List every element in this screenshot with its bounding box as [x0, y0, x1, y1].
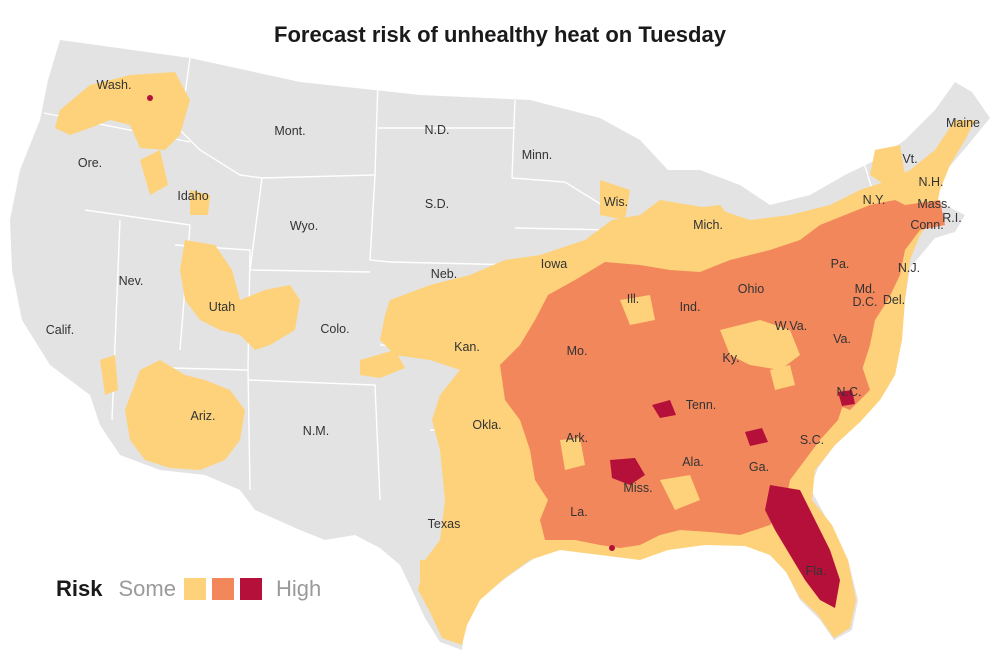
state-labels: Wash. Ore. Idaho Mont. N.D. Minn. S.D. W…: [46, 78, 980, 578]
legend-title: Risk: [56, 576, 103, 601]
label-la: La.: [570, 505, 587, 519]
label-ind: Ind.: [680, 300, 701, 314]
label-mo: Mo.: [567, 344, 588, 358]
label-calif: Calif.: [46, 323, 74, 337]
label-fla: Fla.: [806, 564, 827, 578]
label-mont: Mont.: [274, 124, 305, 138]
label-ark: Ark.: [566, 431, 588, 445]
risk-high-areas: [147, 95, 855, 608]
label-minn: Minn.: [522, 148, 553, 162]
label-mass: Mass.: [917, 197, 950, 211]
label-conn: Conn.: [910, 218, 943, 232]
legend-swatch-moderate: [211, 578, 234, 600]
label-wis: Wis.: [604, 195, 628, 209]
label-sd: S.D.: [425, 197, 449, 211]
map-title: Forecast risk of unhealthy heat on Tuesd…: [274, 22, 726, 47]
label-nc: N.C.: [837, 385, 862, 399]
label-md: Md.: [855, 282, 876, 296]
legend-swatch-some: [183, 578, 206, 600]
label-ri: R.I.: [942, 211, 961, 225]
label-maine: Maine: [946, 116, 980, 130]
label-kan: Kan.: [454, 340, 480, 354]
label-ny: N.Y.: [863, 193, 886, 207]
label-nj: N.J.: [898, 261, 920, 275]
label-mich: Mich.: [693, 218, 723, 232]
label-ill: Ill.: [627, 292, 640, 306]
label-ohio: Ohio: [738, 282, 764, 296]
label-vt: Vt.: [902, 152, 917, 166]
label-utah: Utah: [209, 300, 235, 314]
legend-low-label: Some: [118, 576, 176, 601]
label-pa: Pa.: [831, 257, 850, 271]
label-del: Del.: [883, 293, 905, 307]
label-idaho: Idaho: [177, 189, 208, 203]
label-ala: Ala.: [682, 455, 704, 469]
label-texas: Texas: [428, 517, 461, 531]
label-nd: N.D.: [425, 123, 450, 137]
legend-swatch-high: [239, 578, 262, 600]
label-ariz: Ariz.: [191, 409, 216, 423]
label-neb: Neb.: [431, 267, 457, 281]
label-sc: S.C.: [800, 433, 824, 447]
label-wva: W.Va.: [775, 319, 807, 333]
legend-high-label: High: [275, 576, 322, 601]
label-nm: N.M.: [303, 424, 329, 438]
label-wyo: Wyo.: [290, 219, 318, 233]
label-va: Va.: [833, 332, 851, 346]
label-nh: N.H.: [919, 175, 944, 189]
label-ga: Ga.: [749, 460, 769, 474]
label-tenn: Tenn.: [686, 398, 717, 412]
label-okla: Okla.: [472, 418, 501, 432]
label-miss: Miss.: [623, 481, 652, 495]
label-wash: Wash.: [97, 78, 132, 92]
risk-legend: Risk Some High: [56, 574, 321, 604]
label-iowa: Iowa: [541, 257, 567, 271]
label-ore: Ore.: [78, 156, 102, 170]
risk-moderate-areas: [500, 200, 945, 548]
label-ky: Ky.: [722, 351, 739, 365]
label-colo: Colo.: [320, 322, 349, 336]
label-dc: D.C.: [853, 295, 878, 309]
risk-some-islands: [560, 295, 800, 510]
label-nev: Nev.: [119, 274, 144, 288]
